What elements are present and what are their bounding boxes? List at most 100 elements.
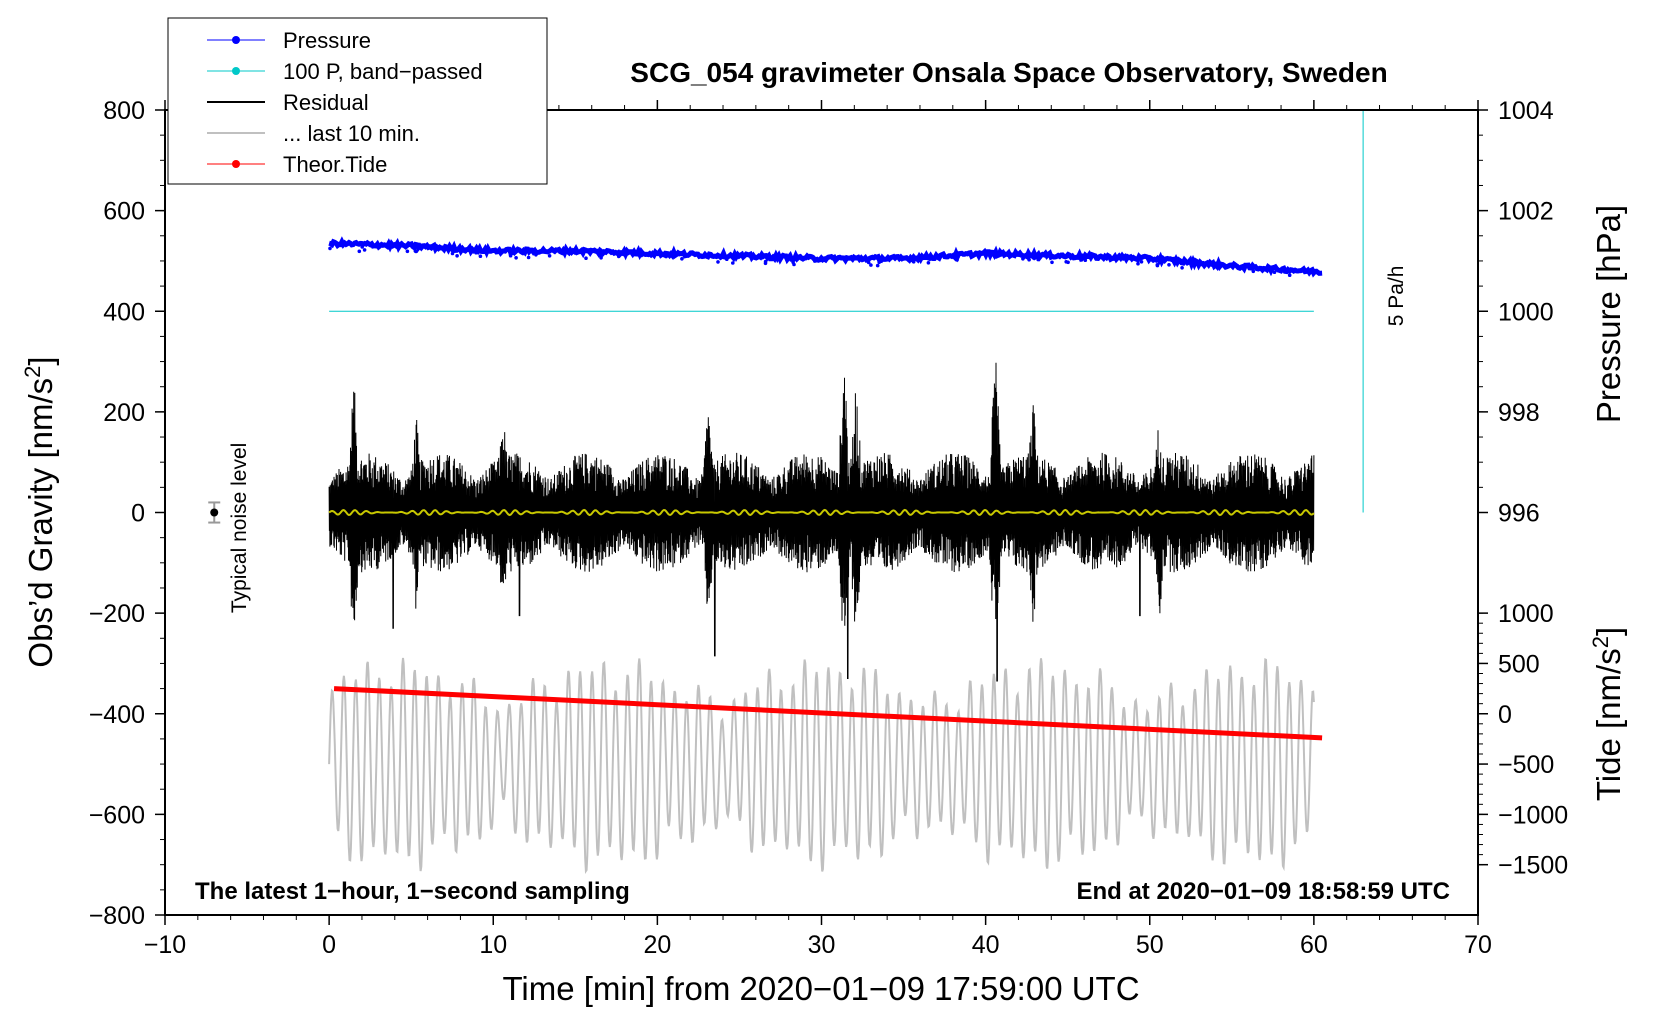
x-tick-label: 0	[322, 931, 336, 959]
y-right-pressure-tick-label: 1002	[1498, 198, 1554, 226]
y-axis-left-label: Obs’d Gravity [nm/s2]	[20, 356, 59, 667]
series-point	[1287, 273, 1292, 278]
x-tick-label: 70	[1464, 931, 1492, 959]
y-right-tide-tick-label: 500	[1498, 650, 1540, 678]
series-point	[362, 248, 367, 252]
series-line	[328, 657, 1315, 874]
y-axis-right-pressure: 996 998 1000 1002 1004	[1478, 97, 1554, 528]
series-pressure	[328, 236, 1323, 278]
y-left-tick-label: 0	[131, 500, 145, 528]
series-point	[680, 257, 684, 261]
annotation-bottom-left: The latest 1−hour, 1−second sampling	[195, 878, 630, 905]
y-right-tide-tick-label: −1000	[1498, 801, 1568, 829]
series-point	[725, 257, 729, 262]
x-axis-label: Time [min] from 2020−01−09 17:59:00 UTC	[502, 970, 1139, 1007]
y-left-tick-label: 800	[103, 97, 145, 125]
series-point	[931, 257, 936, 262]
legend-label: Pressure	[283, 28, 371, 53]
x-tick-label: 30	[808, 931, 836, 959]
x-tick-label: −10	[144, 931, 186, 959]
y-axis-right-tide-label: Tide [nm/s2]	[1588, 627, 1627, 801]
series-point	[955, 258, 959, 262]
y-right-pressure-tick-label: 1000	[1498, 298, 1554, 326]
y-axis-right-tide: −1500 −1000 −500 0 500 1000	[1478, 600, 1568, 880]
series-point	[866, 260, 871, 265]
series-point	[639, 253, 644, 258]
series-point	[1167, 263, 1171, 267]
y-axis-right-tide-label-close: ]	[1590, 627, 1627, 636]
y-left-tick-label: 400	[103, 298, 145, 326]
x-tick-label: 40	[972, 931, 1000, 959]
series-point	[1136, 261, 1140, 266]
x-tick-label: 20	[643, 931, 671, 959]
series-point	[405, 249, 410, 254]
series-point	[1139, 260, 1144, 264]
series-point	[328, 246, 332, 251]
series-point	[926, 261, 931, 265]
legend: Pressure 100 P, band−passed Residual ...…	[167, 17, 548, 185]
series-line	[328, 362, 1315, 682]
y-left-tick-label: −200	[89, 600, 145, 628]
series-point	[716, 260, 720, 264]
series-point	[1155, 263, 1160, 267]
y-left-tick-label: −600	[89, 801, 145, 829]
legend-marker	[232, 160, 240, 168]
series-point	[478, 254, 483, 258]
noise-point	[210, 508, 219, 517]
y-axis-left-label-sup: 2	[20, 366, 45, 378]
x-tick-label: 50	[1136, 931, 1164, 959]
series-residual	[328, 362, 1315, 682]
series-point	[1251, 269, 1256, 274]
series-point	[598, 254, 602, 258]
y-axis-left-label-close: ]	[22, 356, 59, 365]
series-point	[911, 260, 916, 264]
series-point	[357, 249, 362, 254]
series-point	[877, 260, 881, 265]
series-point	[474, 250, 478, 255]
series-point	[616, 254, 621, 259]
series-point	[534, 253, 538, 257]
series-point	[584, 256, 588, 261]
series-point	[508, 253, 513, 257]
y-right-pressure-tick-label: 996	[1498, 500, 1540, 528]
y-right-pressure-tick-label: 998	[1498, 399, 1540, 427]
legend-label: Theor.Tide	[283, 152, 387, 177]
series-point	[1064, 260, 1068, 264]
legend-label: Residual	[283, 90, 369, 115]
series-theor-tide	[333, 686, 1323, 741]
y-left-tick-label: 600	[103, 198, 145, 226]
series-point	[1272, 270, 1277, 275]
y-left-tick-label: 200	[103, 399, 145, 427]
series-point	[763, 259, 768, 264]
series-point	[1050, 260, 1054, 265]
rate-marker-label: 5 Pa/h	[1385, 266, 1408, 327]
legend-item-residual: Residual	[207, 90, 369, 115]
series-point	[455, 254, 459, 258]
legend-item-theor-tide: Theor.Tide	[207, 152, 387, 177]
y-right-pressure-tick-label: 1004	[1498, 97, 1554, 125]
series-point	[514, 255, 518, 260]
series-point	[664, 254, 668, 259]
noise-marker: Typical noise level	[208, 443, 251, 613]
series-point	[813, 259, 817, 263]
x-tick-label: 10	[479, 931, 507, 959]
y-left-tick-label: −400	[89, 701, 145, 729]
legend-marker	[232, 36, 240, 44]
series-point	[450, 251, 455, 256]
y-axis-left-label-main: Obs’d Gravity [nm/s	[22, 378, 59, 668]
series-line	[333, 686, 1323, 741]
legend-marker	[232, 67, 240, 75]
series-band-passed-residual	[328, 508, 1315, 517]
series-point	[521, 251, 526, 256]
series-line	[328, 508, 1315, 517]
series-point	[1083, 258, 1088, 263]
series-point	[875, 263, 880, 268]
legend-item-last-10-min: ... last 10 min.	[207, 121, 420, 146]
legend-label: 100 P, band−passed	[283, 59, 483, 84]
y-axis-left: −800 −600 −400 −200 0 200 400 600 800	[89, 97, 165, 930]
series-point	[413, 249, 418, 253]
chart-title: SCG_054 gravimeter Onsala Space Observat…	[630, 57, 1387, 88]
series-point	[1180, 266, 1184, 270]
series-last-10-min	[328, 657, 1315, 874]
